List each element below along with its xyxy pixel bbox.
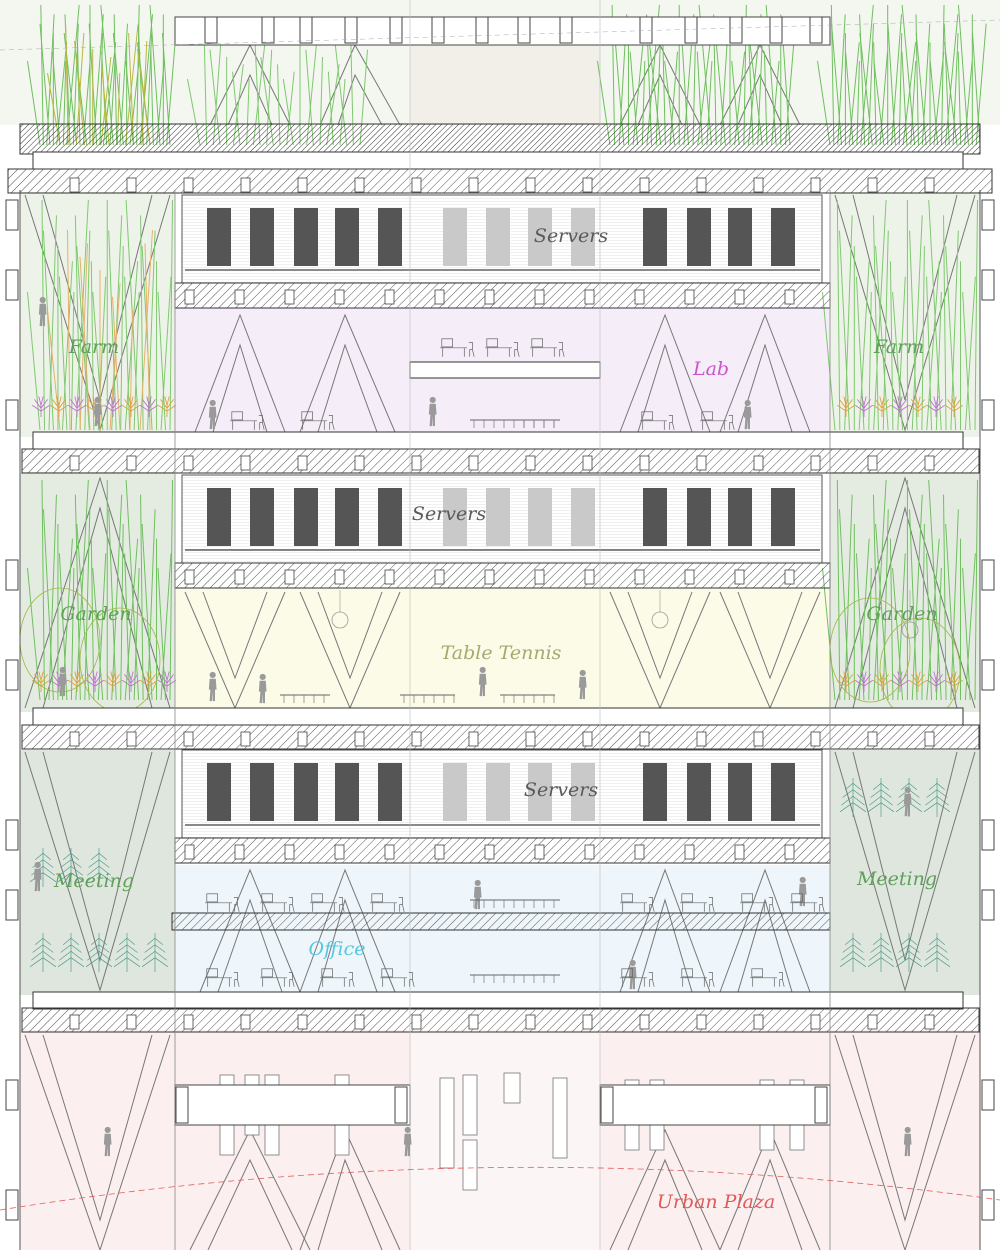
- diagonal-structure: [24, 43, 976, 1252]
- server-rack-icon: [335, 208, 359, 266]
- server-rack-icon: [728, 488, 752, 546]
- lab-floor-slab: [32, 431, 964, 450]
- server-rack-icon: [250, 208, 274, 266]
- server-rack-icon: [335, 488, 359, 546]
- tennis-floor-slab: [32, 707, 964, 726]
- server-rack-icon: [207, 488, 231, 546]
- label-meeting-left: Meeting: [53, 870, 135, 892]
- server-rack-icon: [294, 763, 318, 821]
- main-slab-2: [21, 448, 980, 474]
- meeting-zone-left: [20, 750, 175, 995]
- server-rack-icon: [378, 208, 402, 266]
- server-rack-icon: [250, 763, 274, 821]
- label-servers-top: Servers: [533, 225, 609, 247]
- plaza-core: [410, 1030, 600, 1250]
- server-rack-icon: [728, 763, 752, 821]
- office-mezzanine-slab: [171, 912, 831, 931]
- table-tennis-zone: [175, 588, 830, 710]
- lab-mezzanine: [409, 361, 601, 379]
- label-servers-bottom: Servers: [523, 779, 599, 801]
- server-floor-slab-2: [174, 562, 831, 589]
- roof-slab-top: [32, 151, 964, 170]
- server-rack-icon: [207, 763, 231, 821]
- server-rack-icon: [378, 763, 402, 821]
- office-floor-slab: [32, 991, 964, 1010]
- main-slab-3: [21, 724, 980, 750]
- server-rack-icon: [728, 208, 752, 266]
- server-floor-slab-3: [174, 837, 831, 864]
- plaza-curve: [0, 1166, 1000, 1211]
- label-urban-plaza: Urban Plaza: [656, 1191, 776, 1213]
- server-rack-icon: [643, 763, 667, 821]
- floor-slabs: [5, 16, 995, 1221]
- label-office: Office: [308, 938, 366, 960]
- label-garden-right: Garden: [866, 603, 938, 625]
- server-rack-icon: [250, 488, 274, 546]
- server-rack-icon: [771, 208, 795, 266]
- server-rack-icon: [207, 208, 231, 266]
- label-servers-middle: Servers: [411, 503, 487, 525]
- label-table-tennis: Table Tennis: [440, 642, 562, 664]
- roof-planter-slab: [19, 123, 981, 155]
- server-rack-icon: [294, 208, 318, 266]
- server-rack-icon: [643, 208, 667, 266]
- server-floor-slab-1: [174, 282, 831, 309]
- server-rack-icon: [335, 763, 359, 821]
- server-rack-icon: [687, 488, 711, 546]
- vegetation: [19, 4, 987, 973]
- server-rack-icon: [643, 488, 667, 546]
- rooftop-core: [410, 45, 600, 125]
- main-slab-4: [21, 1007, 980, 1033]
- server-rack-icon: [771, 763, 795, 821]
- label-farm-right: Farm: [873, 336, 925, 358]
- server-floor-3: [181, 749, 823, 839]
- label-lab: Lab: [692, 358, 730, 380]
- server-rack-icon: [294, 488, 318, 546]
- label-meeting-right: Meeting: [856, 868, 938, 890]
- server-floor-2: [181, 474, 823, 564]
- server-rack-icon: [687, 763, 711, 821]
- server-floor-1: [181, 194, 823, 284]
- server-floors: [181, 194, 823, 839]
- people-figures: [33, 296, 919, 1157]
- label-farm-left: Farm: [68, 336, 120, 358]
- roof-guide-line: [0, 19, 1000, 51]
- server-rack-icon: [771, 488, 795, 546]
- label-garden-left: Garden: [60, 603, 132, 625]
- server-rack-icon: [378, 488, 402, 546]
- roof-slab-main: [7, 168, 993, 194]
- server-rack-icon: [687, 208, 711, 266]
